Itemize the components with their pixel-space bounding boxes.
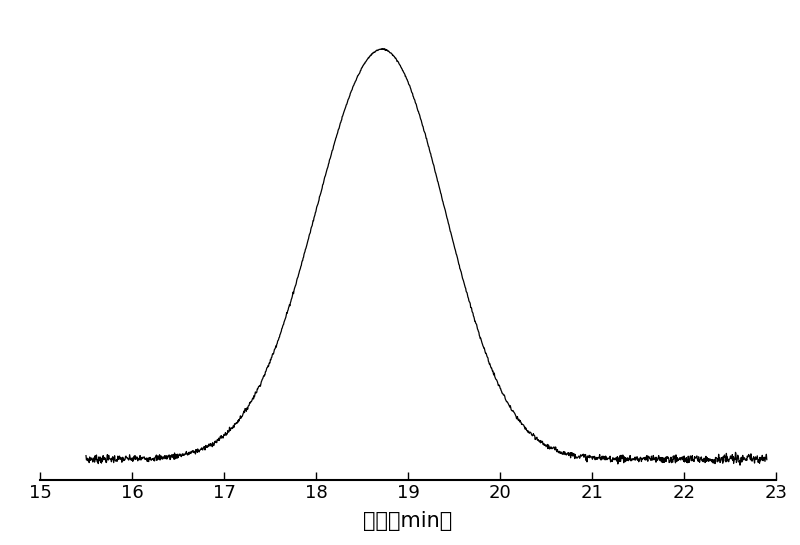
X-axis label: 时间（min）: 时间（min） (363, 511, 453, 531)
